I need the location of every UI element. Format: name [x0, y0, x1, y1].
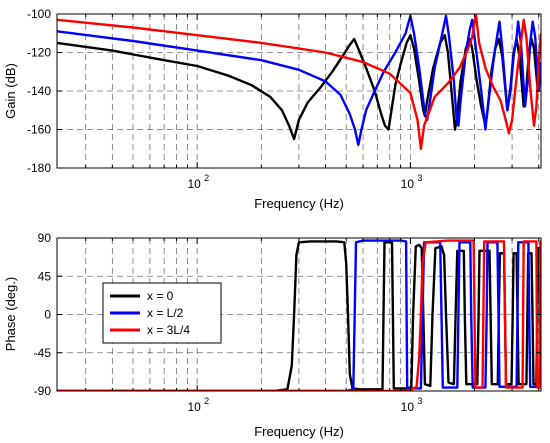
x-tick-label: 10 — [401, 400, 415, 414]
phase-y-tick-labels: 90 45 0 -45 -90 — [34, 231, 52, 398]
series-line — [57, 14, 541, 150]
gain-ticks — [57, 13, 541, 169]
x-tick-label: 10 — [188, 177, 202, 191]
legend: x = 0 x = L/2 x = 3L/4 — [102, 282, 222, 344]
phase-y-axis-label: Phase (deg.) — [3, 277, 18, 351]
x-tick-label-exponent: 2 — [204, 396, 209, 406]
y-tick-label: 90 — [38, 231, 52, 245]
legend-label: x = 0 — [147, 289, 174, 303]
y-tick-label: -100 — [27, 7, 51, 21]
series-line — [57, 239, 541, 391]
legend-label: x = L/2 — [147, 306, 184, 320]
gain-y-axis-label: Gain (dB) — [3, 63, 18, 119]
series-line — [57, 239, 541, 391]
y-tick-label: 45 — [38, 269, 52, 283]
phase-x-axis-label: Frequency (Hz) — [254, 424, 344, 439]
legend-entry: x = L/2 — [110, 306, 184, 320]
y-tick-label: 0 — [44, 308, 51, 322]
y-tick-label: -90 — [34, 384, 52, 398]
legend-entry: x = 3L/4 — [110, 323, 190, 337]
legend-entry: x = 0 — [110, 289, 174, 303]
x-tick-label-exponent: 3 — [417, 173, 422, 183]
phase-x-tick-labels: 10 2 10 3 — [188, 396, 423, 414]
x-tick-label-exponent: 2 — [204, 173, 209, 183]
y-tick-label: -180 — [27, 161, 51, 175]
x-tick-label: 10 — [188, 400, 202, 414]
y-tick-label: -140 — [27, 84, 51, 98]
x-tick-label-exponent: 3 — [417, 396, 422, 406]
gain-series-lines — [57, 14, 541, 150]
gain-x-axis-label: Frequency (Hz) — [254, 196, 344, 211]
y-tick-label: -120 — [27, 46, 51, 60]
series-line — [57, 14, 541, 147]
legend-label: x = 3L/4 — [147, 323, 190, 337]
gain-y-tick-labels: -100 -120 -140 -160 -180 — [27, 7, 51, 175]
y-tick-label: -45 — [34, 346, 52, 360]
y-tick-label: -160 — [27, 123, 51, 137]
phase-series-lines — [57, 239, 541, 391]
gain-x-tick-labels: 10 2 10 3 — [188, 173, 423, 191]
phase-ticks — [57, 237, 541, 392]
gain-chart: -100-120-140-160-180 10 2 10 3 Frequency (H… — [3, 7, 542, 211]
x-tick-label: 10 — [401, 177, 415, 191]
